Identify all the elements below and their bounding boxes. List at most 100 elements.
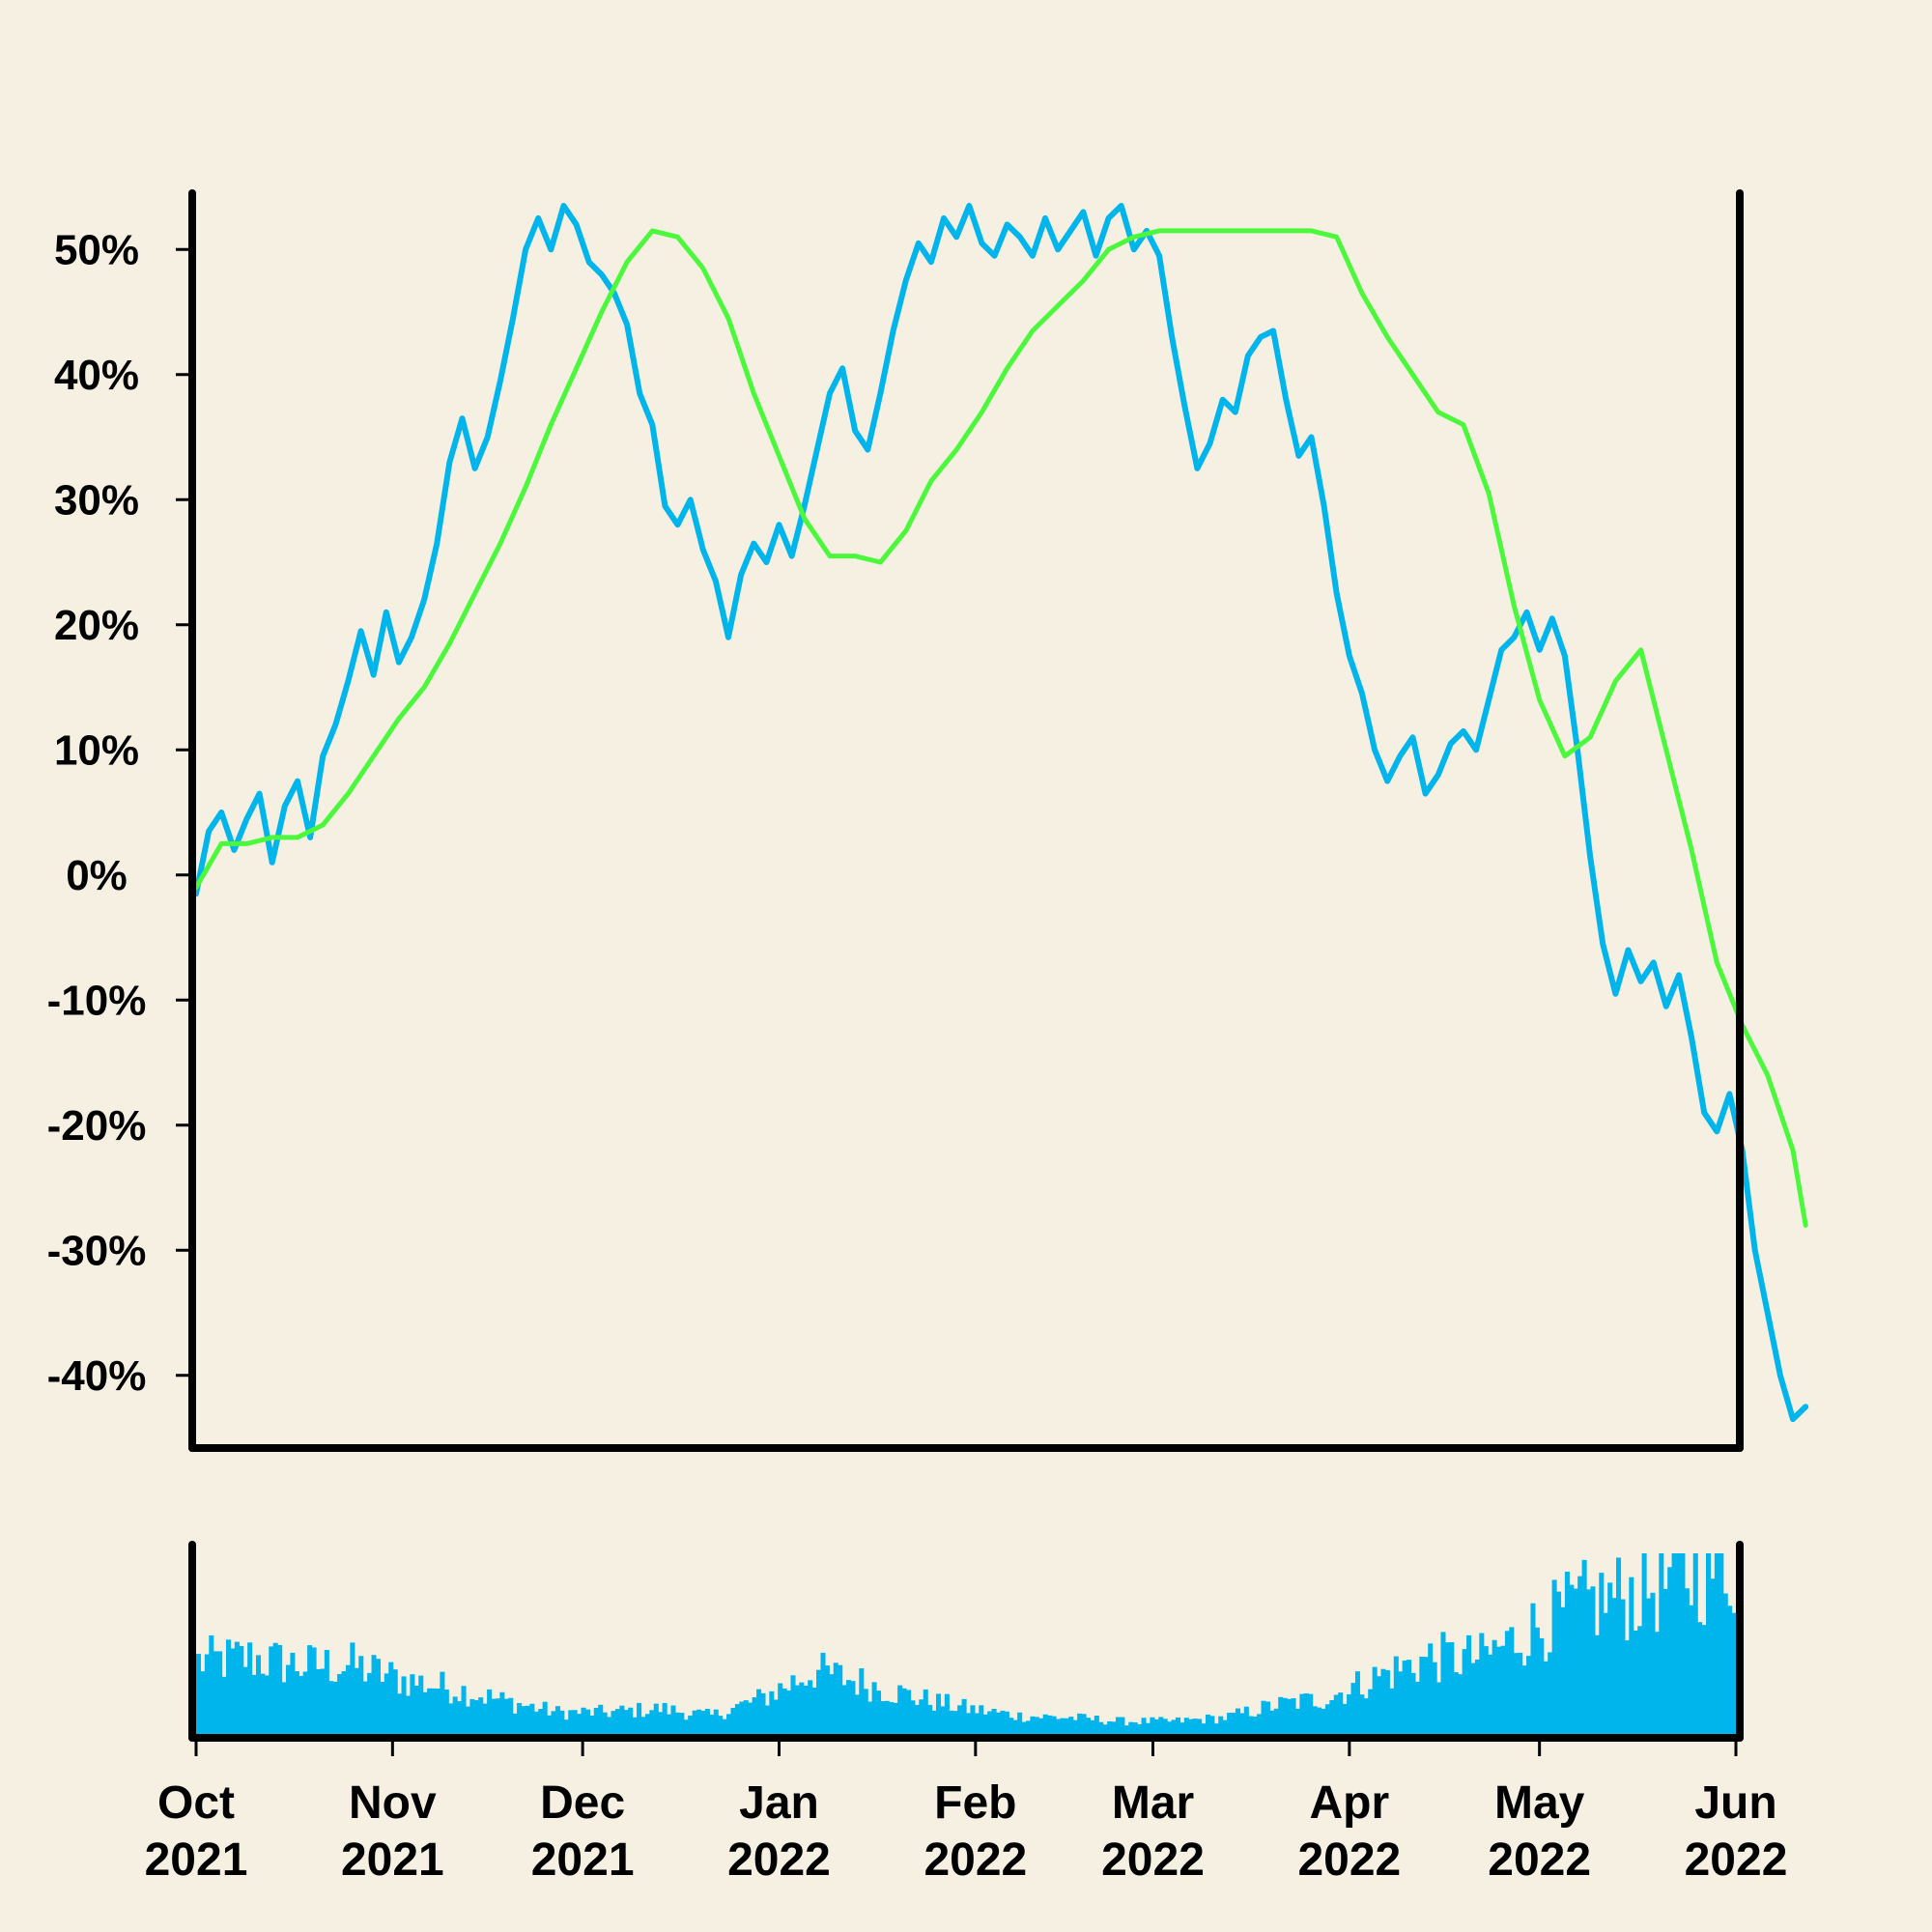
volume-bar: [482, 1703, 488, 1734]
volume-bar: [1564, 1572, 1570, 1734]
volume-bar: [213, 1651, 218, 1734]
volume-bar: [465, 1706, 470, 1734]
volume-bar: [808, 1680, 813, 1734]
volume-bar: [649, 1710, 655, 1734]
volume-bar: [225, 1639, 232, 1734]
volume-bar: [290, 1652, 296, 1734]
volume-bar: [1662, 1588, 1668, 1734]
volume-bar: [846, 1680, 852, 1734]
volume-bar: [217, 1651, 223, 1734]
volume-bar: [491, 1698, 497, 1734]
volume-bar: [1363, 1698, 1369, 1734]
y-tick-label: 50%: [54, 226, 139, 273]
volume-bar: [260, 1673, 266, 1734]
volume-bar: [285, 1664, 292, 1734]
volume-bar: [1055, 1719, 1062, 1734]
volume-bar: [1261, 1700, 1266, 1734]
volume-bar: [577, 1714, 582, 1734]
volume-bar: [778, 1683, 783, 1734]
y-tick-label: -30%: [47, 1227, 147, 1274]
y-tick-label: 20%: [54, 602, 139, 649]
volume-bar: [269, 1646, 274, 1734]
volume-bar: [1264, 1701, 1270, 1734]
volume-bar: [1158, 1717, 1164, 1734]
volume-bar: [1312, 1706, 1318, 1734]
volume-bar: [1153, 1719, 1159, 1734]
volume-bar: [833, 1662, 838, 1734]
volume-bar: [1440, 1632, 1446, 1734]
volume-bar: [995, 1712, 1002, 1734]
volume-bar: [384, 1673, 389, 1734]
volume-bar: [1526, 1656, 1532, 1734]
volume-bar: [1616, 1557, 1622, 1734]
volume-bar: [242, 1666, 248, 1734]
volume-bar: [1624, 1640, 1630, 1734]
volume-bar: [670, 1705, 676, 1734]
volume-bar: [1111, 1721, 1117, 1734]
volume-bar: [1025, 1720, 1032, 1734]
volume-bar: [1633, 1630, 1638, 1734]
volume-bar: [607, 1717, 612, 1734]
volume-bar: [551, 1711, 556, 1734]
volume-bar: [281, 1682, 287, 1734]
volume-bar: [1299, 1693, 1305, 1734]
volume-bar: [1548, 1652, 1553, 1734]
volume-bar: [1239, 1713, 1245, 1734]
volume-bar: [1128, 1721, 1134, 1734]
volume-bar: [1556, 1591, 1562, 1734]
volume-bar: [889, 1702, 895, 1734]
volume-bar: [1727, 1605, 1733, 1734]
volume-bar: [422, 1691, 428, 1734]
volume-bar: [1162, 1719, 1168, 1734]
volume-bar: [1278, 1696, 1284, 1734]
volume-bar: [1141, 1718, 1147, 1734]
volume-bar: [1603, 1612, 1608, 1734]
volume-bar: [871, 1682, 877, 1734]
volume-bar: [1218, 1716, 1224, 1734]
volume-bar: [644, 1714, 650, 1734]
volume-bar: [1227, 1713, 1233, 1734]
volume-bar: [1449, 1642, 1455, 1734]
volume-bar: [1042, 1714, 1048, 1734]
volume-bar: [936, 1693, 942, 1734]
volume-bar: [1458, 1674, 1463, 1734]
volume-bar: [1719, 1553, 1724, 1734]
volume-bar: [1081, 1714, 1087, 1734]
volume-bar: [345, 1664, 351, 1734]
volume-bar: [298, 1675, 304, 1734]
x-axis-ticks: Oct 2021 Nov 2021 Dec 2021 Jan 2022 Feb 2022 Mar 20…: [145, 1738, 1787, 1886]
volume-bar: [859, 1668, 865, 1734]
volume-bar: [957, 1705, 963, 1734]
volume-bar: [1372, 1666, 1378, 1734]
volume-bar: [1333, 1694, 1339, 1734]
volume-bar: [876, 1690, 882, 1734]
volume-bar: [1287, 1698, 1293, 1734]
volume-bar: [589, 1715, 595, 1734]
volume-bar: [824, 1665, 830, 1734]
volume-bar: [769, 1690, 775, 1734]
volume-bar: [1072, 1719, 1078, 1734]
volume-bar: [1051, 1716, 1057, 1734]
volume-bar: [307, 1645, 313, 1734]
volume-bar: [315, 1668, 322, 1734]
volume-bar: [452, 1696, 458, 1734]
volume-bar: [696, 1709, 702, 1734]
volume-bar: [461, 1686, 467, 1734]
volume-bar: [799, 1682, 805, 1734]
volume-bar: [700, 1710, 706, 1734]
volume-bar: [1094, 1716, 1099, 1734]
volume-bar: [272, 1642, 278, 1734]
volume-bar: [1308, 1693, 1314, 1734]
volume-bar: [683, 1719, 689, 1734]
volume-bar: [893, 1702, 898, 1734]
x-tick-label: Jan 2022: [727, 1777, 831, 1886]
volume-bar: [987, 1711, 993, 1734]
volume-bar: [1706, 1553, 1712, 1734]
volume-bar: [320, 1668, 326, 1734]
volume-bar: [1676, 1553, 1682, 1734]
volume-bar: [392, 1669, 398, 1734]
volume-bar: [311, 1647, 317, 1734]
y-axis-ticks: 50% 40% 30% 20% 10% 0% -10% -20% -30% -40%: [47, 226, 192, 1400]
volume-bar: [1689, 1605, 1694, 1734]
x-tick-label: Apr 2022: [1297, 1777, 1401, 1886]
